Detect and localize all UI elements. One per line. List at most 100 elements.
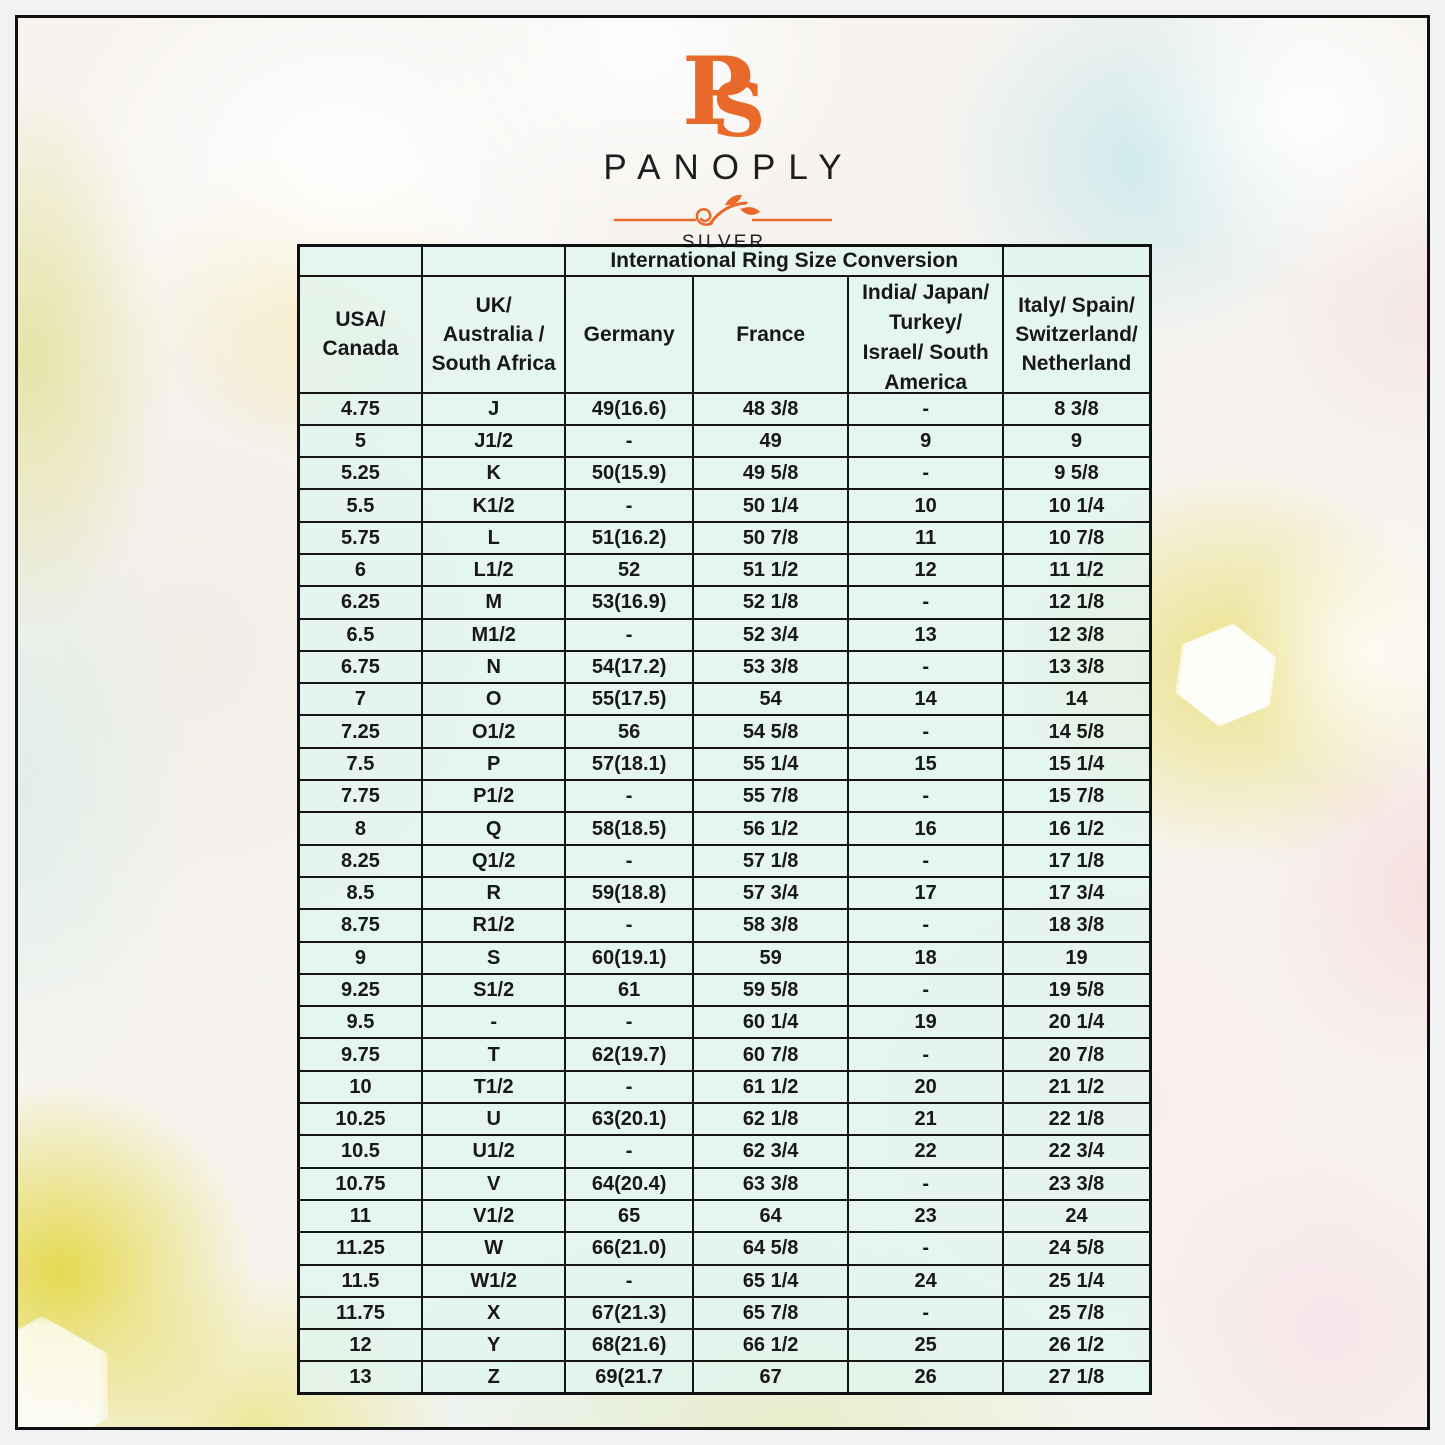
table-cell: - <box>564 1134 694 1169</box>
table-cell: 59 5/8 <box>691 972 850 1008</box>
table-cell: W <box>420 1231 567 1266</box>
table-row: 8.25 Q1/2-57 1/8-17 1/8 <box>297 843 1152 878</box>
table-cell: Q1/2 <box>420 843 567 878</box>
table-cell: - <box>564 843 694 878</box>
table-cell: 20 <box>847 1069 1004 1105</box>
table-cell: 55 1/4 <box>691 746 850 782</box>
table-cell: - <box>847 1166 1004 1201</box>
table-cell: 50 7/8 <box>691 520 850 555</box>
table-cell: 13 <box>297 1360 423 1395</box>
table-cell: 66(21.0) <box>564 1231 694 1266</box>
table-cell: 61 1/2 <box>691 1069 850 1105</box>
table-cell: 12 <box>297 1328 423 1363</box>
table-cell: 17 1/8 <box>1001 843 1152 878</box>
table-cell: 26 1/2 <box>1001 1328 1152 1363</box>
table-row: 9 S 60(19.1) 59 18 19 <box>297 940 1152 975</box>
table-cell: 22 <box>847 1134 1004 1169</box>
table-cell: 61 <box>564 972 694 1008</box>
table-cell: 21 1/2 <box>1001 1069 1152 1105</box>
table-row: 6.5 M1/2-52 3/4 13 12 3/8 <box>297 617 1152 652</box>
table-cell: 6.25 <box>297 585 423 620</box>
table-cell: 50(15.9) <box>564 456 694 491</box>
table-cell: 62 3/4 <box>691 1134 850 1169</box>
table-cell: - <box>564 423 694 459</box>
table-row: 9.25 S1/2 61 59 5/8-19 5/8 <box>297 972 1152 1008</box>
table-cell: U <box>420 1102 567 1137</box>
table-cell: - <box>564 908 694 943</box>
table-row: 8.75 R1/2-58 3/8-18 3/8 <box>297 908 1152 943</box>
table-cell: 25 7/8 <box>1001 1295 1152 1331</box>
table-cell: - <box>847 391 1004 426</box>
table-cell: - <box>847 456 1004 491</box>
table-row: 7.75 P1/2-55 7/8-15 7/8 <box>297 779 1152 814</box>
table-cell: 22 3/4 <box>1001 1134 1152 1169</box>
table-cell: Y <box>420 1328 567 1363</box>
empty-cell <box>1001 244 1152 277</box>
column-header: Italy/ Spain/ Switzerland/ Netherland <box>1001 274 1152 394</box>
table-cell: 20 1/4 <box>1001 1005 1152 1040</box>
table-cell: - <box>847 1231 1004 1266</box>
table-row: 9.5- -60 1/4 19 20 1/4 <box>297 1005 1152 1040</box>
table-cell: 11.5 <box>297 1263 423 1298</box>
brand-name: PANOPLY <box>603 148 855 187</box>
ring-size-table: International Ring Size Conversion USA/ C… <box>297 244 1152 1396</box>
table-cell: 67(21.3) <box>564 1295 694 1331</box>
table-row: 5.75 L 51(16.2) 50 7/8 11 10 7/8 <box>297 520 1152 555</box>
table-cell: 54 <box>691 682 850 717</box>
table-row: 7 O 55(17.5) 54 14 14 <box>297 682 1152 717</box>
column-header: India/ Japan/ Turkey/ Israel/ South Amer… <box>847 274 1004 394</box>
table-cell: 64 5/8 <box>691 1231 850 1266</box>
column-header: UK/ Australia / South Africa <box>420 274 567 394</box>
table-row: 11.25 W 66(21.0) 64 5/8-24 5/8 <box>297 1231 1152 1266</box>
table-cell: - <box>564 1005 694 1040</box>
column-header-label: USA/ Canada <box>322 308 399 360</box>
table-row: 6.25 M 53(16.9) 52 1/8-12 1/8 <box>297 585 1152 620</box>
table-cell: 17 3/4 <box>1001 875 1152 911</box>
monogram-letter-p: P <box>685 48 753 142</box>
table-cell: 9.25 <box>297 972 423 1008</box>
table-container: International Ring Size Conversion USA/ C… <box>297 244 1152 1396</box>
leaf-flourish-icon <box>613 194 832 226</box>
table-cell: 53 3/8 <box>691 649 850 685</box>
table-cell: 5.25 <box>297 456 423 491</box>
table-cell: 69(21.7 <box>564 1360 694 1395</box>
table-cell: 8.25 <box>297 843 423 878</box>
table-cell: V <box>420 1166 567 1201</box>
table-cell: 11 1/2 <box>1001 552 1152 588</box>
table-cell: 60(19.1) <box>564 940 694 975</box>
table-cell: 5.5 <box>297 488 423 523</box>
table-cell: - <box>564 617 694 652</box>
table-cell: 10 <box>297 1069 423 1105</box>
table-cell: 13 <box>847 617 1004 652</box>
table-title-row: International Ring Size Conversion <box>297 244 1152 277</box>
table-cell: 7.5 <box>297 746 423 782</box>
table-cell: N <box>420 649 567 685</box>
table-cell: 14 <box>1001 682 1152 717</box>
column-header-label: UK/ Australia / South Africa <box>431 293 556 375</box>
table-cell: 22 1/8 <box>1001 1102 1152 1137</box>
table-cell: 24 <box>847 1263 1004 1298</box>
column-header-label: Germany <box>583 322 675 346</box>
table-cell: 5.75 <box>297 520 423 555</box>
table-cell: 55(17.5) <box>564 682 694 717</box>
table-cell: 49 <box>691 423 850 459</box>
table-cell: 65 7/8 <box>691 1295 850 1331</box>
table-cell: 24 5/8 <box>1001 1231 1152 1266</box>
table-cell: 11 <box>297 1198 423 1234</box>
table-cell: 10.5 <box>297 1134 423 1169</box>
table-cell: 52 3/4 <box>691 617 850 652</box>
column-header-label: India/ Japan/ Turkey/ Israel/ South Amer… <box>862 280 990 391</box>
table-cell: 54(17.2) <box>564 649 694 685</box>
table-cell: 6.5 <box>297 617 423 652</box>
table-cell: 51(16.2) <box>564 520 694 555</box>
table-row: 10.5 U1/2-62 3/4 22 22 3/4 <box>297 1134 1152 1169</box>
table-cell: 49(16.6) <box>564 391 694 426</box>
table-cell: T1/2 <box>420 1069 567 1105</box>
table-row: 10.75 V 64(20.4) 63 3/8-23 3/8 <box>297 1166 1152 1201</box>
table-cell: 19 5/8 <box>1001 972 1152 1008</box>
table-cell: 55 7/8 <box>691 779 850 814</box>
table-cell: 11 <box>847 520 1004 555</box>
table-cell: 65 <box>564 1198 694 1234</box>
table-cell: 67 <box>691 1360 850 1395</box>
